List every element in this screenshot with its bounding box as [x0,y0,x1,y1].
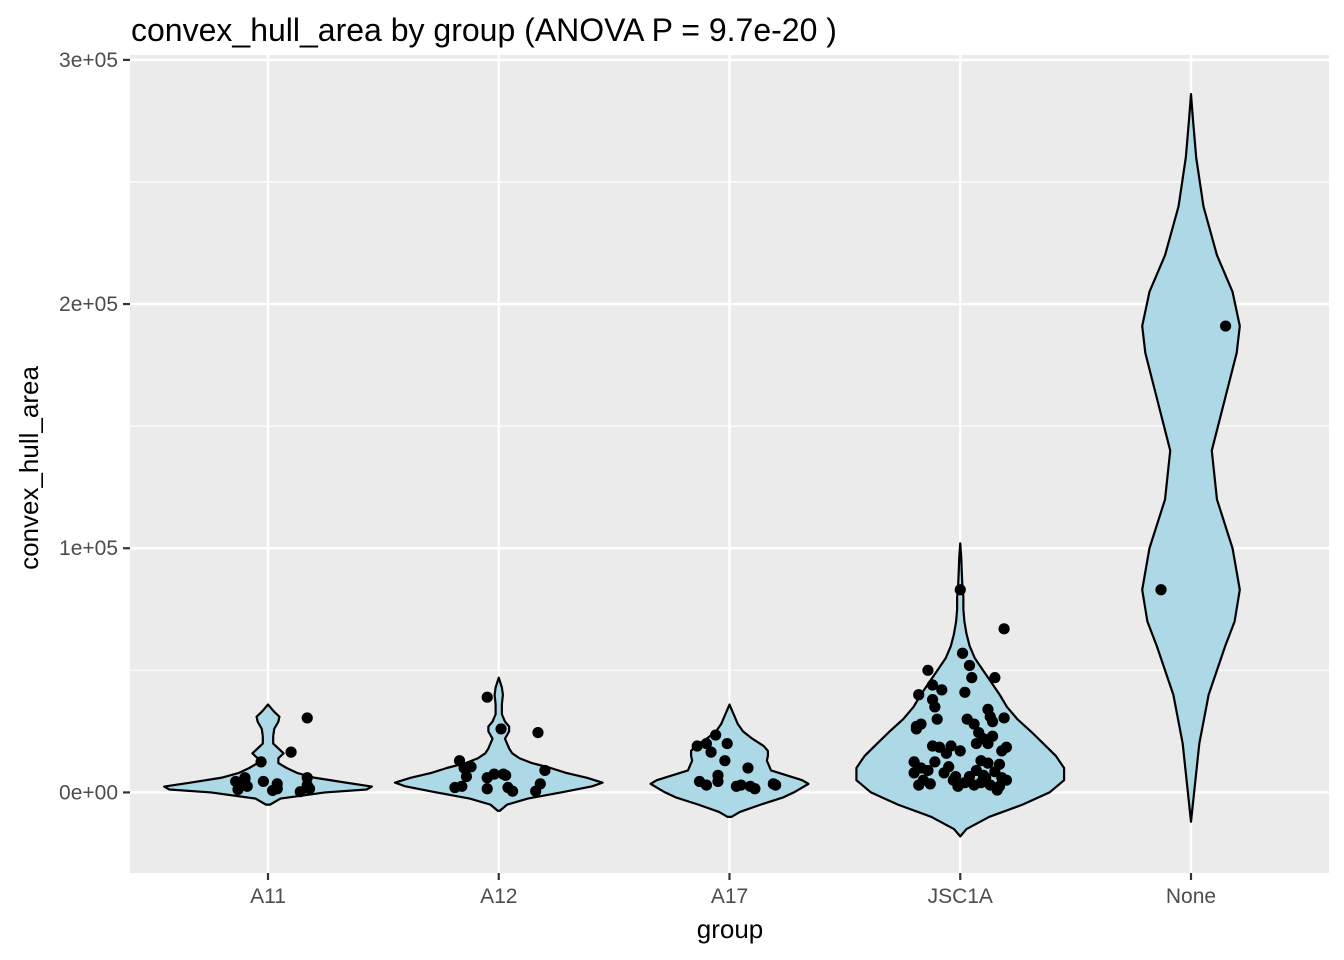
chart-title: convex_hull_area by group (ANOVA P = 9.7… [131,12,837,48]
data-point [922,664,934,676]
data-point [1000,741,1013,753]
x-tick-label: A12 [480,885,517,908]
data-point [943,761,955,773]
y-tick-label: 3e+05 [59,49,118,72]
data-point [285,746,297,758]
data-point [691,740,703,752]
y-tick-label: 0e+00 [59,781,118,804]
data-point [1000,774,1013,786]
data-point [303,783,316,795]
x-axis-title: group [697,914,764,944]
data-point [500,769,512,781]
y-tick-label: 2e+05 [59,293,118,316]
y-axis-title: convex_hull_area [14,366,44,570]
data-point [954,745,966,757]
data-point [294,786,306,798]
data-point [968,718,980,730]
data-point [959,686,971,698]
data-point [301,712,313,724]
data-point [742,762,754,774]
data-point [950,770,962,783]
y-tick-label: 1e+05 [59,537,118,560]
data-point [719,755,731,767]
x-tick-label: JSC1A [928,885,993,908]
data-point [924,778,936,790]
data-point [929,756,941,768]
data-point [1220,320,1232,332]
data-point [936,684,948,696]
data-point [986,730,999,742]
point-layer [230,320,1232,798]
data-point [481,783,493,795]
data-point [982,757,994,769]
violin-a11 [163,703,373,806]
data-point [257,775,269,788]
x-tick-label: A17 [711,885,748,908]
data-point [700,779,713,791]
data-point [241,780,253,792]
violin-none [1141,92,1241,823]
violin-a12 [393,676,604,812]
data-point [460,770,473,783]
data-point [539,764,551,777]
data-point [506,785,519,797]
data-point [700,737,713,750]
data-point [488,768,500,780]
data-point [770,779,782,791]
data-point [954,584,966,596]
data-point [532,726,544,739]
x-tick-label: A11 [250,885,286,908]
data-point [913,689,925,701]
data-point [456,780,468,792]
data-point [963,659,976,672]
data-point [998,623,1010,635]
data-point [929,701,941,713]
x-axis: A11 A12 A17 JSC1A None [250,873,1216,908]
data-point [712,775,724,788]
data-point [735,779,747,791]
data-point [966,672,978,684]
y-axis: 0e+00 1e+05 2e+05 3e+05 [59,49,130,804]
data-point [1155,584,1167,596]
data-point [749,783,761,795]
data-point [993,758,1006,770]
data-point [945,740,957,752]
data-point [481,691,493,703]
data-point [465,761,477,773]
data-point [705,746,717,758]
data-point [534,778,546,790]
data-point [998,712,1010,724]
data-point [956,647,969,659]
data-point [931,713,943,725]
data-point [922,764,934,777]
data-point [915,718,927,730]
data-point [271,778,283,790]
data-point [255,756,267,768]
data-point [710,729,722,741]
data-point [495,723,507,735]
data-point [986,716,999,728]
x-tick-label: None [1166,885,1216,908]
data-point [926,679,939,691]
data-point [721,737,733,750]
data-point [989,672,1001,684]
